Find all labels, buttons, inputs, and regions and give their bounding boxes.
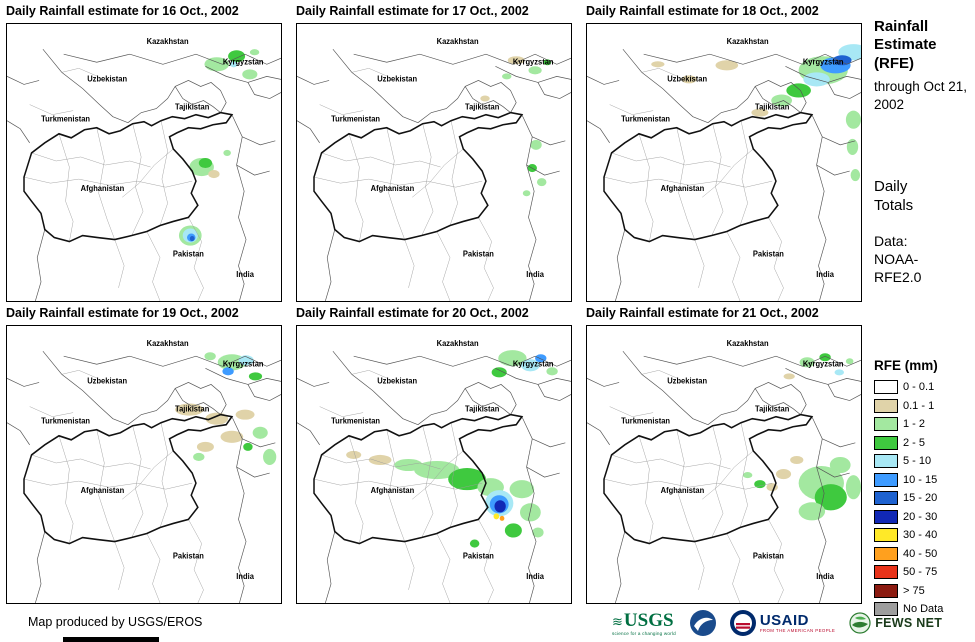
map-panel-oct17: Daily Rainfall estimate for 17 Oct., 200…: [296, 4, 584, 306]
legend-item: 1 - 2: [874, 415, 973, 434]
legend-item: 0.1 - 1: [874, 397, 973, 416]
rainfall-blobs: [346, 350, 558, 548]
usgs-wordmark: USGS: [623, 609, 674, 631]
map-panel-oct16: Daily Rainfall estimate for 16 Oct., 200…: [6, 4, 294, 306]
footer-logos: ≋USGS science for a changing world USAID…: [612, 608, 942, 638]
map-oct20: [296, 325, 572, 604]
panel-title: Daily Rainfall estimate for 18 Oct., 200…: [586, 4, 819, 18]
legend-swatch: [874, 602, 898, 617]
legend-swatch: [874, 380, 898, 395]
report-period: through Oct 21, 2002: [874, 79, 968, 112]
legend-item: 50 - 75: [874, 563, 973, 582]
map-oct16: [6, 23, 282, 302]
legend-item: 0 - 0.1: [874, 378, 973, 397]
usaid-logo: USAID FROM THE AMERICAN PEOPLE: [729, 610, 836, 636]
map-panels-grid: Daily Rainfall estimate for 16 Oct., 200…: [6, 4, 874, 608]
map-panel-oct18: Daily Rainfall estimate for 18 Oct., 200…: [586, 4, 874, 306]
noaa-seal-icon: [689, 610, 716, 636]
rainfall-blobs: [480, 56, 552, 197]
panel-title: Daily Rainfall estimate for 19 Oct., 200…: [6, 306, 239, 320]
map-panel-oct20: Daily Rainfall estimate for 20 Oct., 200…: [296, 306, 584, 608]
panel-title: Daily Rainfall estimate for 20 Oct., 200…: [296, 306, 529, 320]
legend-item: 40 - 50: [874, 545, 973, 564]
map-panel-oct21: Daily Rainfall estimate for 21 Oct., 200…: [586, 306, 874, 608]
legend-item: No Data: [874, 600, 973, 619]
totals-label: Daily Totals: [874, 178, 914, 214]
map-oct18: [586, 23, 862, 302]
legend-swatch: [874, 546, 898, 561]
panel-title: Daily Rainfall estimate for 21 Oct., 200…: [586, 306, 819, 320]
rainfall-blobs: [742, 353, 861, 521]
usaid-tagline: FROM THE AMERICAN PEOPLE: [759, 627, 836, 633]
usaid-seal-icon: [729, 610, 756, 636]
legend: RFE (mm) 0 - 0.1 0.1 - 1 1 - 2 2 - 5 5 -…: [874, 358, 973, 619]
map-oct19: [6, 325, 282, 604]
fewsnet-globe-icon: [849, 612, 871, 634]
legend-item: 5 - 10: [874, 452, 973, 471]
legend-swatch: [874, 398, 898, 413]
report-title: Rainfall Estimate (RFE): [874, 18, 937, 72]
noaa-logo: [689, 610, 716, 636]
legend-item: 2 - 5: [874, 434, 973, 453]
usaid-wordmark: USAID: [759, 611, 809, 629]
legend-title: RFE (mm): [874, 358, 938, 373]
panel-title: Daily Rainfall estimate for 16 Oct., 200…: [6, 4, 239, 18]
legend-swatch: [874, 565, 898, 580]
legend-item: 10 - 15: [874, 471, 973, 490]
legend-swatch: [874, 509, 898, 524]
legend-swatch: [874, 417, 898, 432]
fewsnet-wordmark: FEWS NET: [875, 616, 943, 630]
legend-swatch: [874, 583, 898, 598]
legend-swatch: [874, 435, 898, 450]
map-credit: Map produced by USGS/EROS: [28, 615, 203, 629]
legend-item: 15 - 20: [874, 489, 973, 508]
bottom-bar: [63, 637, 159, 642]
legend-item: 20 - 30: [874, 508, 973, 527]
map-panel-oct19: Daily Rainfall estimate for 19 Oct., 200…: [6, 306, 294, 608]
rainfall-blobs: [178, 49, 260, 246]
legend-swatch: [874, 472, 898, 487]
usgs-wave-icon: ≋: [612, 613, 623, 629]
map-oct21: [586, 325, 862, 604]
usgs-tagline: science for a changing world: [612, 630, 676, 636]
legend-swatch: [874, 491, 898, 506]
legend-item: 30 - 40: [874, 526, 973, 545]
panel-title: Daily Rainfall estimate for 17 Oct., 200…: [296, 4, 529, 18]
data-source: Data: NOAA-RFE2.0: [874, 233, 922, 286]
sidebar: Rainfall Estimate (RFE) through Oct 21, …: [874, 0, 973, 642]
map-oct17: [296, 23, 572, 302]
legend-swatch: [874, 528, 898, 543]
legend-item: > 75: [874, 582, 973, 601]
usgs-logo: ≋USGS science for a changing world: [612, 611, 676, 636]
legend-swatch: [874, 454, 898, 469]
fewsnet-logo: FEWS NET: [849, 612, 942, 634]
